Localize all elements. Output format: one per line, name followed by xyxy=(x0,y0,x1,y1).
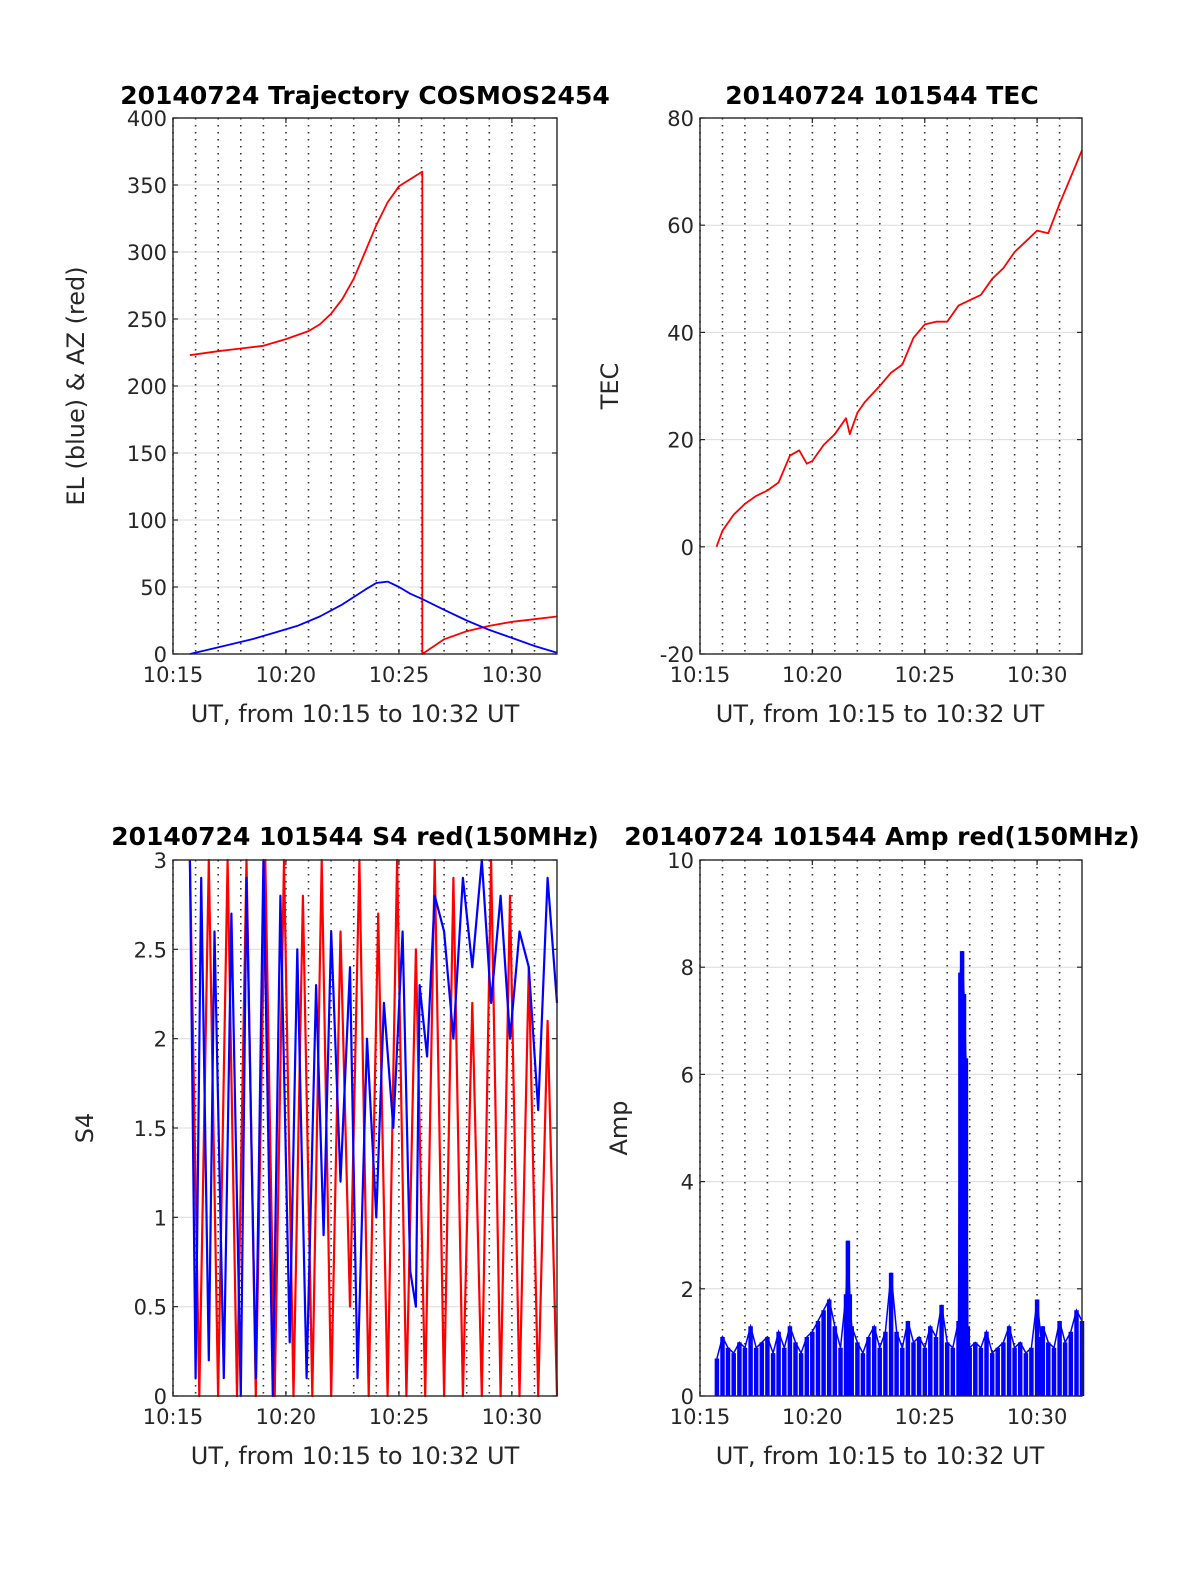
plot-area-tec xyxy=(700,118,1082,654)
y-tick-label: 400 xyxy=(127,107,167,131)
y-tick-label: 8 xyxy=(681,956,694,980)
x-tick-label: 10:30 xyxy=(1007,1405,1068,1429)
panel-trajectory: 20140724 Trajectory COSMOS2454 UT, from … xyxy=(62,81,610,728)
y-tick-label: 80 xyxy=(667,107,694,131)
y-tick-label: 2 xyxy=(681,1278,694,1302)
x-tick-label: 10:25 xyxy=(895,1405,956,1429)
y-tick-label: 100 xyxy=(127,509,167,533)
series-group-tec xyxy=(715,149,1083,548)
x-tick-label: 10:25 xyxy=(895,663,956,687)
y-tick-label: -20 xyxy=(660,643,694,667)
y-axis-label-amp: Amp xyxy=(605,1100,633,1155)
y-tick-label: 0 xyxy=(681,536,694,560)
series-group-amp xyxy=(714,951,1085,1396)
ticks-s4: 0 0.5 1 1.5 2 2.5 3 10:15 10:20 10:25 10:30 xyxy=(134,849,557,1429)
series-line-s4-1 xyxy=(188,858,559,1398)
x-tick-label: 10:20 xyxy=(256,663,317,687)
chart-title-s4: 20140724 101544 S4 red(150MHz) xyxy=(111,822,599,851)
panel-s4: 20140724 101544 S4 red(150MHz) UT, from … xyxy=(71,822,599,1470)
y-tick-label: 250 xyxy=(127,308,167,332)
x-tick-label: 10:15 xyxy=(143,663,204,687)
x-tick-label: 10:20 xyxy=(256,1405,317,1429)
x-tick-label: 10:20 xyxy=(782,1405,843,1429)
x-tick-label: 10:30 xyxy=(482,663,543,687)
x-axis-label-amp: UT, from 10:15 to 10:32 UT xyxy=(716,1442,1045,1470)
y-axis-label-trajectory: EL (blue) & AZ (red) xyxy=(62,266,90,505)
x-tick-label: 10:20 xyxy=(782,663,843,687)
y-axis-label-tec: TEC xyxy=(596,363,624,411)
y-tick-label: 40 xyxy=(667,321,694,345)
y-tick-label: 300 xyxy=(127,241,167,265)
x-tick-label: 10:15 xyxy=(143,1405,204,1429)
y-tick-label: 0.5 xyxy=(134,1296,167,1320)
series-line-trajectory-1 xyxy=(189,580,558,655)
amp-spikes-0 xyxy=(714,951,1085,1396)
x-axis-label-tec: UT, from 10:15 to 10:32 UT xyxy=(716,700,1045,728)
axes-box-tec xyxy=(699,117,1083,655)
x-axis-label-trajectory: UT, from 10:15 to 10:32 UT xyxy=(191,700,520,728)
series-group-trajectory xyxy=(189,170,558,655)
y-axis-label-s4: S4 xyxy=(71,1113,99,1144)
axes-box-amp xyxy=(699,859,1083,1397)
y-tick-label: 0 xyxy=(154,643,167,667)
y-tick-label: 2.5 xyxy=(134,938,167,962)
x-tick-label: 10:25 xyxy=(369,663,430,687)
chart-title-amp: 20140724 101544 Amp red(150MHz) xyxy=(624,822,1140,851)
ticks-trajectory: 0 50 100 150 200 250 300 350 400 10:15 10:20 10:25 1… xyxy=(127,107,557,687)
chart-title-tec: 20140724 101544 TEC xyxy=(725,81,1038,110)
y-tick-label: 60 xyxy=(667,214,694,238)
x-tick-label: 10:15 xyxy=(670,663,731,687)
y-tick-label: 200 xyxy=(127,375,167,399)
x-tick-label: 10:25 xyxy=(369,1405,430,1429)
y-tick-label: 1.5 xyxy=(134,1117,167,1141)
panel-tec: 20140724 101544 TEC UT, from 10:15 to 10… xyxy=(596,81,1083,728)
x-axis-label-s4: UT, from 10:15 to 10:32 UT xyxy=(191,1442,520,1470)
series-group-s4 xyxy=(188,858,559,1398)
amp-envelope-0 xyxy=(716,951,1083,1359)
y-tick-label: 3 xyxy=(154,849,167,873)
y-tick-label: 150 xyxy=(127,442,167,466)
series-line-tec-0 xyxy=(715,149,1083,548)
y-tick-label: 0 xyxy=(154,1385,167,1409)
x-tick-label: 10:30 xyxy=(482,1405,543,1429)
y-tick-label: 0 xyxy=(681,1385,694,1409)
x-tick-label: 10:30 xyxy=(1007,663,1068,687)
x-tick-label: 10:15 xyxy=(670,1405,731,1429)
ticks-tec: -20 0 20 40 60 80 10:15 10:20 10:25 10:30 xyxy=(660,107,1082,687)
panel-amp: 20140724 101544 Amp red(150MHz) UT, from… xyxy=(605,822,1140,1470)
ticks-amp: 0 2 4 6 8 10 10:15 10:20 10:25 10:30 xyxy=(667,849,1082,1429)
y-tick-label: 2 xyxy=(154,1028,167,1052)
y-tick-label: 4 xyxy=(681,1171,694,1195)
y-tick-label: 20 xyxy=(667,429,694,453)
y-tick-label: 6 xyxy=(681,1063,694,1087)
y-tick-label: 350 xyxy=(127,174,167,198)
series-line-trajectory-0 xyxy=(189,170,558,655)
y-tick-label: 1 xyxy=(154,1206,167,1230)
y-tick-label: 10 xyxy=(667,849,694,873)
chart-title-trajectory: 20140724 Trajectory COSMOS2454 xyxy=(120,81,610,110)
y-tick-label: 50 xyxy=(140,576,167,600)
